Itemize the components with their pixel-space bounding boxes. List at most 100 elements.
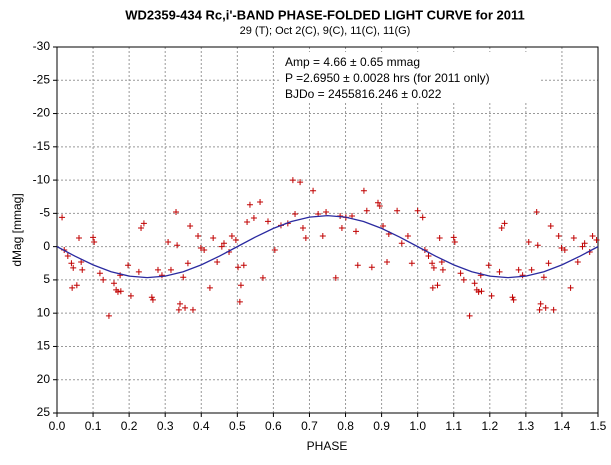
data-point	[570, 234, 577, 241]
data-point	[457, 270, 464, 277]
data-point	[404, 232, 411, 239]
annotation: Amp = 4.66 ± 0.65 mmag	[285, 55, 420, 69]
data-point	[398, 240, 405, 247]
data-point	[352, 228, 359, 235]
x-tick-label: 1.3	[518, 419, 535, 433]
data-point	[581, 240, 588, 247]
data-point	[148, 294, 155, 301]
data-point	[173, 209, 180, 216]
data-point	[434, 282, 441, 289]
data-point	[475, 288, 482, 295]
data-point	[310, 187, 317, 194]
data-point	[289, 177, 296, 184]
data-point	[78, 258, 85, 265]
data-point	[228, 232, 235, 239]
data-point	[105, 312, 112, 319]
y-tick-label: 20	[37, 372, 51, 386]
data-point	[460, 276, 467, 283]
data-point	[210, 234, 217, 241]
data-point	[297, 179, 304, 186]
data-point	[214, 258, 221, 265]
data-point	[466, 312, 473, 319]
x-tick-label: 0.8	[337, 419, 354, 433]
data-point	[195, 232, 202, 239]
y-tick-label: 15	[37, 339, 51, 353]
data-point	[117, 272, 124, 279]
y-tick-label: 0	[43, 239, 50, 253]
y-tick-label: 5	[43, 272, 50, 286]
data-point	[70, 264, 77, 271]
x-tick-label: 1.2	[481, 419, 498, 433]
data-point	[555, 232, 562, 239]
data-point	[250, 215, 257, 222]
data-point	[232, 236, 239, 243]
x-tick-label: 0.1	[85, 419, 102, 433]
data-point	[69, 284, 76, 291]
data-point	[363, 207, 370, 214]
data-point	[299, 225, 306, 232]
data-point	[236, 298, 243, 305]
data-point	[550, 306, 557, 313]
data-point	[450, 234, 457, 241]
data-point	[127, 292, 134, 299]
data-point	[187, 223, 194, 230]
data-point	[496, 268, 503, 275]
data-point	[110, 280, 117, 287]
data-point	[180, 274, 187, 281]
fit-curve	[56, 214, 599, 279]
data-point	[292, 211, 299, 218]
data-point	[149, 296, 156, 303]
y-tick-label: -25	[33, 72, 51, 86]
x-tick-label: 0.3	[157, 419, 174, 433]
data-point	[182, 304, 189, 311]
y-tick-label: -5	[39, 206, 50, 220]
data-point	[323, 209, 330, 216]
data-point	[68, 260, 75, 267]
data-point	[451, 238, 458, 245]
y-axis-label: dMag [mmag]	[10, 193, 24, 266]
data-point	[547, 223, 554, 230]
x-tick-label: 1.5	[590, 419, 607, 433]
x-tick-label: 0.7	[301, 419, 318, 433]
y-tick-label: 25	[37, 405, 51, 419]
data-point	[174, 242, 181, 249]
data-point	[319, 232, 326, 239]
x-tick-label: 1.0	[409, 419, 426, 433]
data-point	[189, 306, 196, 313]
data-point	[259, 274, 266, 281]
data-point	[117, 288, 124, 295]
data-point	[264, 218, 271, 225]
data-point	[302, 234, 309, 241]
y-tick-label: -10	[33, 172, 51, 186]
data-point	[419, 214, 426, 221]
data-point	[436, 234, 443, 241]
data-point	[430, 264, 437, 271]
data-point	[380, 223, 387, 230]
data-point	[140, 220, 147, 227]
data-point	[536, 306, 543, 313]
data-point	[138, 225, 145, 232]
data-point	[167, 266, 174, 273]
data-point	[374, 199, 381, 206]
data-point	[408, 260, 415, 267]
data-point	[271, 246, 278, 253]
data-point	[540, 274, 547, 281]
data-point	[76, 234, 83, 241]
data-point	[240, 262, 247, 269]
x-tick-label: 0.4	[193, 419, 210, 433]
x-tick-label: 1.4	[554, 419, 571, 433]
data-point	[114, 288, 121, 295]
data-point	[257, 199, 264, 206]
data-point	[534, 242, 541, 249]
chart-subtitle: 29 (T); Oct 2(C), 9(C), 11(C), 11(G)	[240, 25, 411, 37]
x-tick-label: 1.1	[445, 419, 462, 433]
data-point	[558, 244, 565, 251]
data-point	[501, 220, 508, 227]
data-point	[201, 246, 208, 253]
data-point	[332, 274, 339, 281]
data-point	[237, 282, 244, 289]
data-point	[471, 280, 478, 287]
data-point	[537, 300, 544, 307]
data-point	[246, 201, 253, 208]
data-point	[96, 270, 103, 277]
